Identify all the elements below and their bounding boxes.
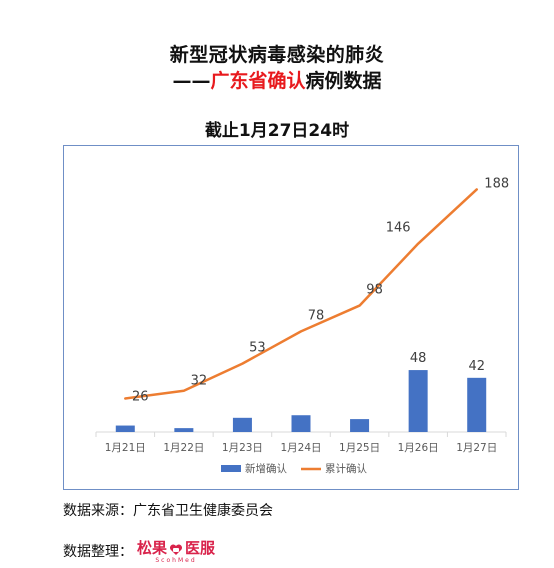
data-compiler: 数据整理： 松果 医服 ScohMed (63, 537, 215, 564)
heart-icon (169, 542, 183, 555)
line-data-label: 146 (386, 221, 411, 236)
chart-frame: 1月21日 1月22日 1月23日 1月24日 1月25日 1月26日 1月27日 48 42 2… (63, 145, 519, 490)
bar-4 (291, 415, 311, 432)
chart-title: 新型冠状病毒感染的肺炎 (169, 44, 385, 66)
line-data-label: 188 (484, 176, 509, 191)
bar-data-label: 48 (410, 351, 427, 366)
scohmed-logo: 松果 医服 ScohMed (137, 537, 215, 564)
title-dash: —— (172, 70, 211, 92)
line-data-label: 26 (132, 389, 149, 404)
bar-6 (408, 370, 428, 432)
bar-7 (467, 377, 487, 432)
x-tick-label: 1月25日 (339, 442, 380, 454)
title-highlight: 广东省确认 (210, 70, 306, 92)
bar-data-label: 42 (468, 359, 485, 374)
x-tick-label: 1月24日 (280, 442, 321, 454)
line-data-label: 32 (191, 374, 208, 389)
line-cumulative (124, 188, 478, 400)
combo-chart: 1月21日 1月22日 1月23日 1月24日 1月25日 1月26日 1月27日 48 42 2… (95, 176, 509, 475)
logo-subtext: ScohMed (155, 557, 197, 564)
x-tick-label: 1月23日 (222, 442, 263, 454)
legend-swatch-bar (221, 465, 241, 472)
compiler-label: 数据整理： (63, 543, 133, 560)
x-tick-label: 1月26日 (398, 442, 439, 454)
legend-label-bar: 新增确认 (245, 462, 287, 475)
data-source: 数据来源：广东省卫生健康委员会 (63, 503, 273, 519)
x-tick-label: 1月22日 (163, 442, 204, 454)
title-rest: 病例数据 (305, 70, 382, 92)
legend-label-line: 累计确认 (325, 462, 367, 475)
x-tick-label: 1月27日 (456, 442, 497, 454)
logo-text-right: 医服 (185, 539, 216, 557)
bar-2 (174, 428, 194, 432)
bar-5 (350, 419, 370, 432)
chart-subtitle: 截止1月27日24时 (204, 121, 350, 141)
x-tick-label: 1月21日 (105, 442, 146, 454)
line-data-label: 53 (249, 341, 266, 356)
bar-3 (232, 417, 252, 432)
chart-title-line2: ——广东省确认病例数据 (0, 66, 554, 93)
line-data-label: 98 (366, 283, 383, 298)
bar-1 (115, 425, 135, 432)
line-data-label: 78 (308, 308, 325, 323)
logo-text-left: 松果 (137, 539, 168, 557)
